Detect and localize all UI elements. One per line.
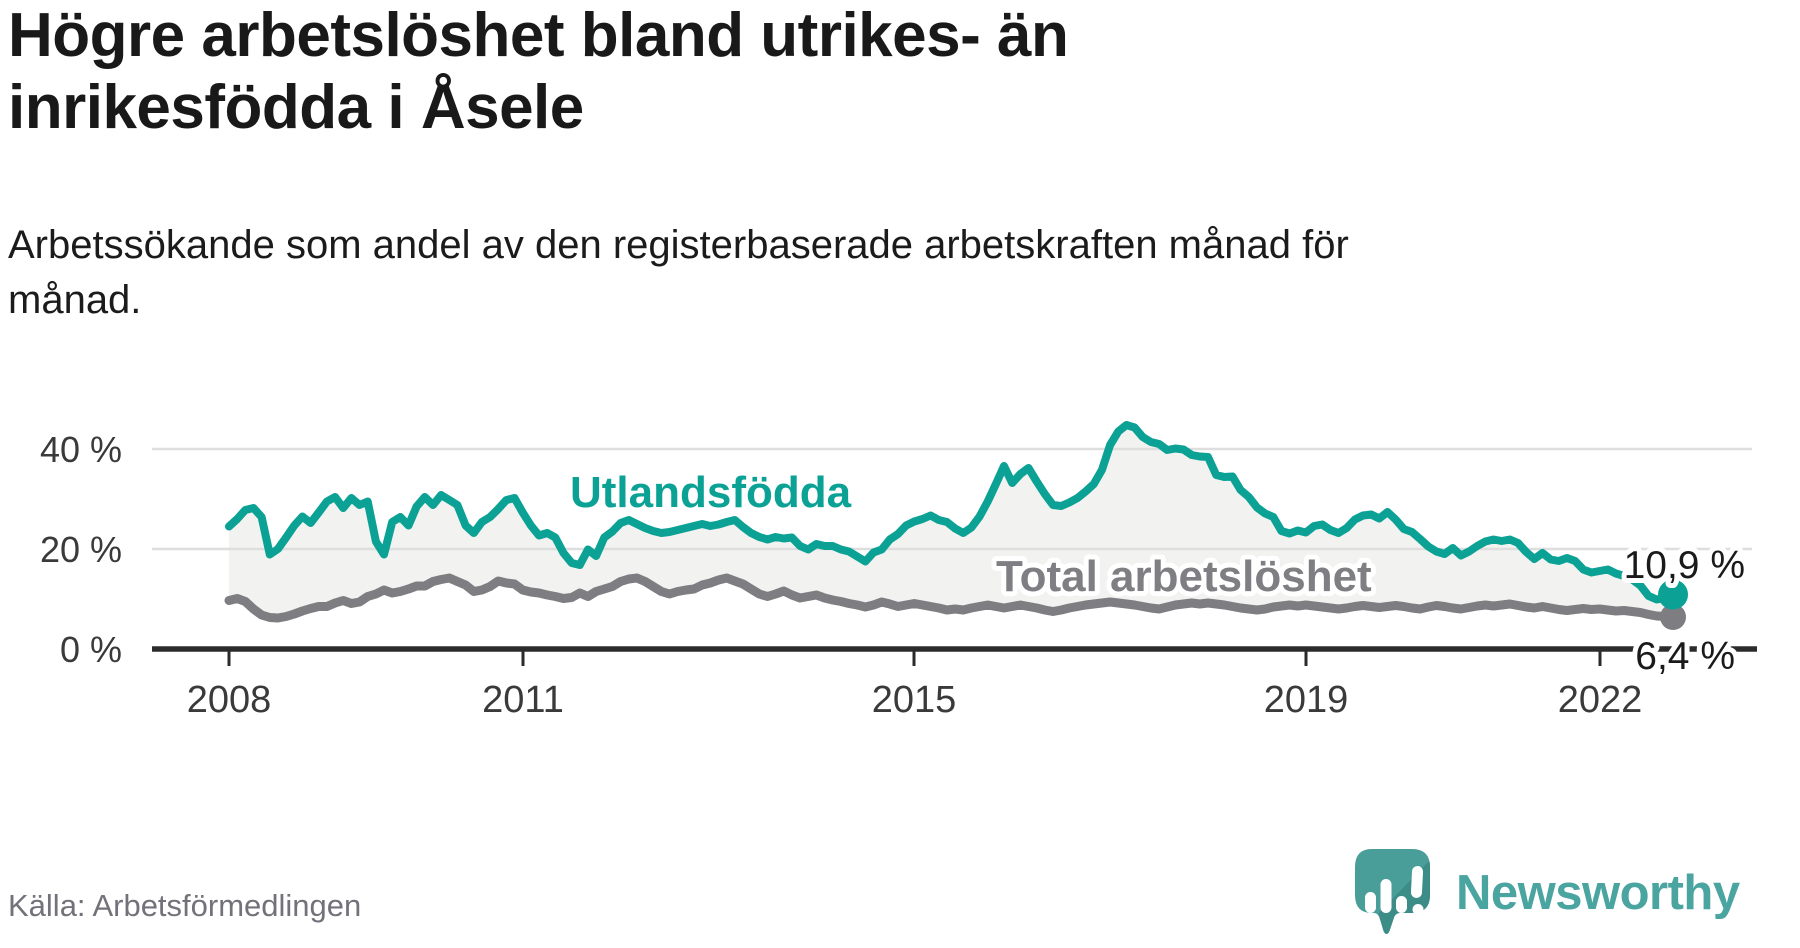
source-note: Källa: Arbetsförmedlingen	[8, 888, 362, 923]
line-chart: 0 % 20 % 40 % 2008 2011 2015 2019 2022 U…	[40, 421, 1757, 721]
series-line-utlandsfodda	[225, 421, 1677, 604]
x-tick-2008: 2008	[187, 679, 272, 721]
end-value-utlandsfodda: 10,9 %	[1624, 544, 1745, 587]
logo-bars-icon	[1365, 866, 1424, 915]
x-tick-2019: 2019	[1264, 679, 1349, 721]
end-value-total: 6,4 %	[1635, 635, 1735, 678]
end-dot-utlandsfodda	[1658, 579, 1689, 610]
x-tick-2015: 2015	[872, 679, 957, 721]
chart-subtitle: Arbetssökande som andel av den registerb…	[8, 223, 1349, 323]
series-label-utlandsfodda: Utlandsfödda	[570, 468, 852, 517]
series-label-total: Total arbetslöshet	[996, 552, 1372, 601]
series-line-total	[224, 573, 1678, 623]
newsworthy-logo-icon	[1355, 849, 1430, 934]
y-tick-0: 0 %	[60, 629, 122, 670]
x-axis-ticks	[227, 651, 1602, 666]
newsworthy-logo: Newsworthy	[1352, 846, 1740, 940]
series-band-fill	[229, 425, 1673, 618]
y-tick-40: 40 %	[40, 429, 122, 470]
page-title: Högre arbetslöshet bland utrikes- än inr…	[8, 1, 1069, 142]
x-tick-2022: 2022	[1558, 679, 1643, 721]
y-tick-20: 20 %	[40, 529, 122, 570]
newsworthy-wordmark: Newsworthy	[1456, 866, 1740, 920]
end-dot-total	[1660, 604, 1687, 630]
x-tick-2011: 2011	[482, 679, 564, 721]
